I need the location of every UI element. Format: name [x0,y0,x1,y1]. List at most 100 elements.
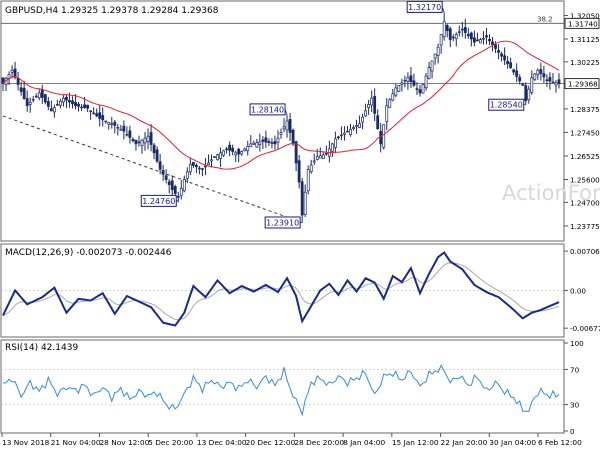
price-annotation: 1.28540 [488,98,526,111]
candle-body [179,188,183,196]
candle-body [149,132,153,145]
candle [104,120,108,124]
macd-axis: 0.007063 0.00 -0.006774 [564,247,600,333]
candle-body [412,80,416,86]
candle-body [68,99,71,103]
candle-body [533,73,537,80]
price-tick-label: 1.32050 [570,11,600,20]
candle [500,51,503,62]
candle [460,21,464,37]
candle [340,126,343,141]
candle [509,57,513,70]
candle-body [89,110,93,112]
candle [279,128,283,139]
candle-body [113,121,117,126]
candle-body [267,141,271,143]
candle [273,135,277,150]
candle-body [391,93,395,101]
candle [485,27,488,45]
candle-body [373,96,377,114]
candle-body [370,97,374,106]
candle [297,155,301,189]
candle [321,151,325,159]
candle-body [231,147,235,152]
candle [285,114,289,138]
candle [267,138,271,147]
candle-body [346,130,349,133]
candle [527,85,531,104]
candle-body [400,82,404,85]
candle-body [476,39,479,42]
candle-body [122,125,126,132]
candle-body [427,67,431,79]
candle [424,72,428,91]
candle [358,115,361,128]
price-annotation-pointer [441,6,445,13]
candle [430,60,434,79]
candle [491,36,494,52]
candle-body [225,148,229,151]
candle-body [340,134,343,137]
time-tick-label: 8 Jan 04:00 [343,438,385,447]
candle [213,156,216,158]
candle-body [77,103,80,107]
candle [179,179,183,200]
candle-body [71,100,74,105]
candle [306,165,310,195]
candle [71,96,74,109]
candle-body [530,77,534,93]
candle [86,104,90,112]
price-tick-label: 1.23775 [570,222,600,231]
candle-body [418,89,422,94]
candle-body [219,152,222,159]
candle-body [182,179,186,192]
candle-body [457,31,461,33]
candle [234,150,238,163]
candle-body [258,141,262,145]
candle-body [25,98,29,107]
candle-body [321,154,325,159]
candle [518,74,522,85]
candle [370,90,374,113]
candle [258,133,262,152]
candle-body [297,160,301,183]
candle [125,126,129,137]
fib-level-label: 38.2 [537,15,553,23]
candle-body [403,79,407,82]
candle-body [421,84,425,94]
candle [394,83,398,98]
candle-body [337,136,340,139]
price-tick-label: 1.25600 [570,176,600,185]
candle [409,67,413,88]
price-tick-label: 1.28375 [570,105,600,114]
candle-body [454,34,458,39]
candle [330,142,334,158]
candle [231,144,235,156]
candle-body [309,164,313,173]
candle-body [343,132,346,135]
candle-body [143,137,147,144]
candle-body [466,33,470,37]
candle-body [409,75,413,82]
candle-body [509,62,513,68]
candle [415,82,419,95]
candle-body [518,76,522,82]
trendline [2,115,303,223]
candle [515,63,519,83]
candle [548,72,552,90]
candle-body [515,70,519,77]
candle-body [285,120,289,131]
candle-body [282,126,286,130]
candle [134,139,138,151]
candle [252,140,256,145]
candle-body [358,123,361,128]
candle-body [397,85,401,92]
candle [122,120,126,140]
candle [346,125,349,133]
candle [294,140,298,172]
candle-body [460,28,464,31]
candle [276,130,280,150]
price-annotation: 1.32170 [406,0,445,13]
candle [512,68,516,76]
